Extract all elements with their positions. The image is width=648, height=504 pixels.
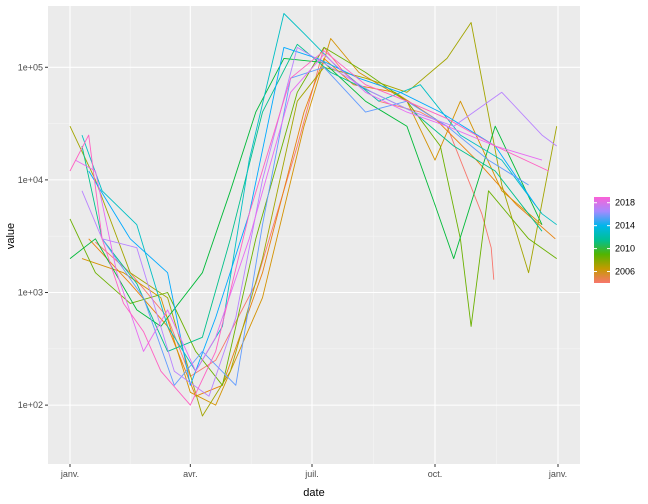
series-lines <box>69 13 558 417</box>
grid-lines <box>48 6 580 464</box>
series-line-2014 <box>88 46 536 386</box>
legend-label: 2010 <box>615 244 635 254</box>
legend-colorbar <box>594 197 610 283</box>
series-line-2007 <box>88 57 556 397</box>
x-axis: janv. avr. juil. oct. janv. <box>60 464 567 479</box>
x-axis-title: date <box>303 487 324 499</box>
y-tick-label: 1e+02 <box>18 400 43 410</box>
legend: 2006 2010 2014 2018 <box>594 197 635 283</box>
y-axis: 1e+02 1e+03 1e+04 1e+05 <box>18 62 48 410</box>
series-line-2009 <box>69 22 558 417</box>
y-tick-label: 1e+05 <box>18 62 43 72</box>
x-tick-label: janv. <box>60 469 79 479</box>
series-line-2011 <box>69 57 543 327</box>
series-line-2017 <box>75 53 543 372</box>
y-tick-label: 1e+03 <box>18 288 43 298</box>
x-tick-label: janv. <box>548 469 567 479</box>
y-axis-title: value <box>5 223 17 249</box>
legend-label: 2018 <box>615 198 635 208</box>
series-line-2013 <box>81 13 557 372</box>
y-tick-label: 1e+04 <box>18 175 43 185</box>
series-line-2010 <box>69 46 557 386</box>
plot-panel <box>48 6 580 464</box>
x-tick-label: oct. <box>428 469 443 479</box>
legend-label: 2006 <box>615 267 635 277</box>
x-tick-label: avr. <box>183 469 198 479</box>
series-line-2016 <box>81 46 557 397</box>
series-line-2018 <box>69 50 549 406</box>
legend-label: 2014 <box>615 221 635 231</box>
x-tick-label: juil. <box>304 469 319 479</box>
